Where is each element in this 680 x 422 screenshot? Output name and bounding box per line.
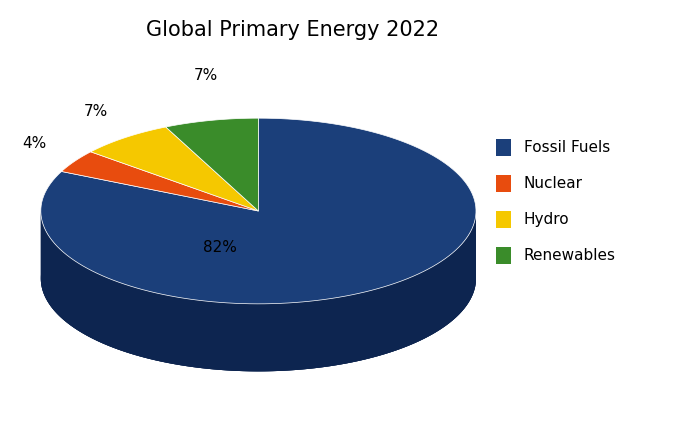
Bar [496,175,511,192]
Text: 7%: 7% [194,68,218,83]
Text: Hydro: Hydro [524,212,569,227]
Text: Fossil Fuels: Fossil Fuels [524,140,610,155]
Polygon shape [41,211,476,371]
Bar [496,247,511,264]
Bar [496,139,511,156]
Text: Nuclear: Nuclear [524,176,583,191]
Polygon shape [41,118,476,304]
Text: Global Primary Energy 2022: Global Primary Energy 2022 [146,19,439,40]
Polygon shape [90,127,258,211]
Polygon shape [41,186,476,371]
Text: 4%: 4% [22,136,46,151]
Polygon shape [61,152,258,211]
Polygon shape [166,118,258,211]
Text: 7%: 7% [84,105,108,119]
Bar [496,211,511,228]
Text: 82%: 82% [203,240,237,255]
Polygon shape [41,212,476,371]
Text: Renewables: Renewables [524,248,615,263]
